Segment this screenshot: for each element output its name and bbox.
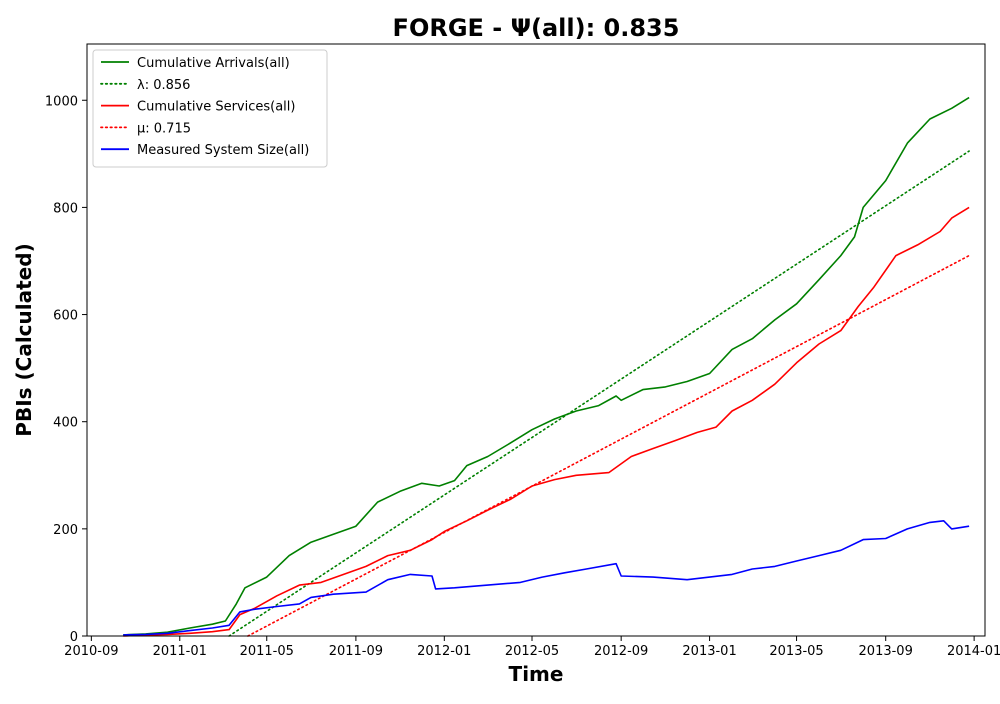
x-tick-label: 2012-05 [505,644,559,659]
x-tick-label: 2013-09 [859,644,913,659]
series-line-cumulative-arrivals-all [123,96,970,636]
legend-entry: Cumulative Services(all) [137,100,295,115]
x-tick-label: 2014-01 [947,644,1000,659]
series-line-0-715 [247,254,970,637]
legend-entry: Cumulative Arrivals(all) [137,56,290,71]
y-tick-label: 200 [53,523,78,538]
y-tick-label: 400 [53,416,78,431]
plot-area [123,96,970,637]
legend-entry: Measured System Size(all) [137,143,309,158]
series-line-cumulative-services-all [123,206,970,637]
y-tick-label: 1000 [45,94,78,109]
y-tick-label: 0 [70,630,78,645]
x-tick-label: 2013-05 [769,644,823,659]
x-tick-label: 2013-01 [682,644,736,659]
x-tick-label: 2011-09 [329,644,383,659]
x-axis: 2010-09 2011-01 2011-05 2011-09 2012-01 2012-… [64,636,1000,659]
x-axis-label: Time [509,662,564,686]
x-tick-label: 2012-09 [594,644,648,659]
series-line-measured-system-size-all [123,519,970,636]
legend: Cumulative Arrivals(all) λ: 0.856 Cumulati… [92,49,328,168]
plot-frame [86,43,986,637]
chart-title: FORGE - Ψ(all): 0.835 [393,14,680,42]
legend-frame [92,49,328,168]
x-tick-label: 2011-05 [240,644,294,659]
x-tick-label: 2010-09 [64,644,118,659]
legend-entry: μ: 0.715 [137,121,191,136]
series-line-0-856 [228,150,970,637]
x-tick-label: 2012-01 [417,644,471,659]
y-axis: 0 200 400 600 800 1000 [45,94,87,645]
legend-entry: λ: 0.856 [137,78,190,93]
y-tick-label: 600 [53,309,78,324]
y-tick-label: 800 [53,201,78,216]
y-axis-label: PBIs (Calculated) [12,243,36,436]
x-tick-label: 2011-01 [153,644,207,659]
